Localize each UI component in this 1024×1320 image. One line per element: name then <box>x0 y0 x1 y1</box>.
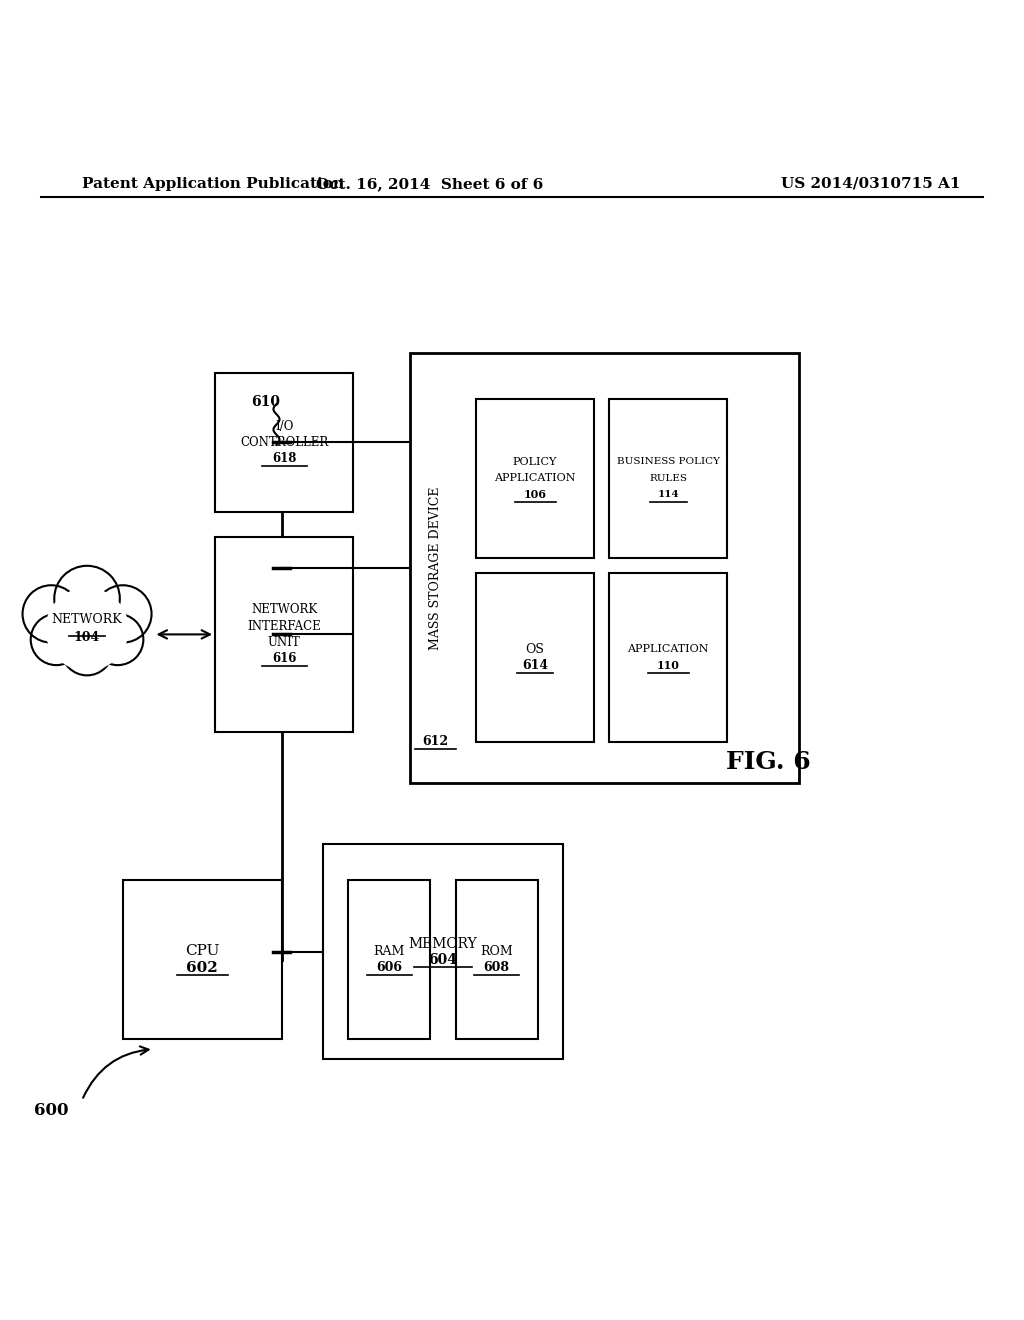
Text: 616: 616 <box>272 652 296 665</box>
Text: 104: 104 <box>74 631 100 644</box>
Bar <box>476 399 594 557</box>
Text: US 2014/0310715 A1: US 2014/0310715 A1 <box>780 177 961 191</box>
Bar <box>348 880 430 1039</box>
Text: APPLICATION: APPLICATION <box>628 644 709 655</box>
Text: 600: 600 <box>34 1102 69 1119</box>
Circle shape <box>54 566 120 631</box>
Text: CONTROLLER: CONTROLLER <box>240 436 329 449</box>
Text: NETWORK: NETWORK <box>251 603 317 616</box>
Text: MEMORY: MEMORY <box>409 937 477 950</box>
Text: INTERFACE: INTERFACE <box>247 619 322 632</box>
Text: FIG. 6: FIG. 6 <box>726 750 810 775</box>
Text: Patent Application Publication: Patent Application Publication <box>82 177 344 191</box>
Text: 610: 610 <box>251 395 280 409</box>
Text: OS: OS <box>525 643 545 656</box>
Bar <box>456 880 538 1039</box>
Circle shape <box>31 614 82 665</box>
Circle shape <box>61 624 113 676</box>
Text: 618: 618 <box>272 453 296 465</box>
Bar <box>215 537 353 731</box>
Circle shape <box>46 589 128 671</box>
Text: 606: 606 <box>376 961 402 974</box>
Text: APPLICATION: APPLICATION <box>495 474 575 483</box>
Text: 614: 614 <box>522 659 548 672</box>
Circle shape <box>94 585 152 643</box>
Text: RULES: RULES <box>649 474 687 483</box>
Bar <box>476 573 594 742</box>
Text: 604: 604 <box>428 953 458 968</box>
Bar <box>215 374 353 512</box>
Text: I/O: I/O <box>275 420 293 433</box>
Text: 612: 612 <box>422 735 449 748</box>
Circle shape <box>92 614 143 665</box>
Text: 110: 110 <box>656 660 680 671</box>
Bar <box>609 399 727 557</box>
Bar <box>123 880 282 1039</box>
Text: Oct. 16, 2014  Sheet 6 of 6: Oct. 16, 2014 Sheet 6 of 6 <box>316 177 544 191</box>
Text: NETWORK: NETWORK <box>51 612 123 626</box>
Text: POLICY: POLICY <box>513 457 557 467</box>
Text: 114: 114 <box>657 490 679 499</box>
Text: BUSINESS POLICY: BUSINESS POLICY <box>616 457 720 466</box>
Text: UNIT: UNIT <box>268 636 300 649</box>
Text: 602: 602 <box>186 961 218 974</box>
Bar <box>609 573 727 742</box>
Text: CPU: CPU <box>185 944 219 958</box>
Text: ROM: ROM <box>480 945 513 958</box>
Circle shape <box>23 585 80 643</box>
Text: 106: 106 <box>523 490 547 500</box>
Text: RAM: RAM <box>374 945 404 958</box>
Text: MASS STORAGE DEVICE: MASS STORAGE DEVICE <box>429 486 441 649</box>
Bar <box>323 845 563 1060</box>
Bar <box>410 352 799 783</box>
Text: 608: 608 <box>483 961 510 974</box>
